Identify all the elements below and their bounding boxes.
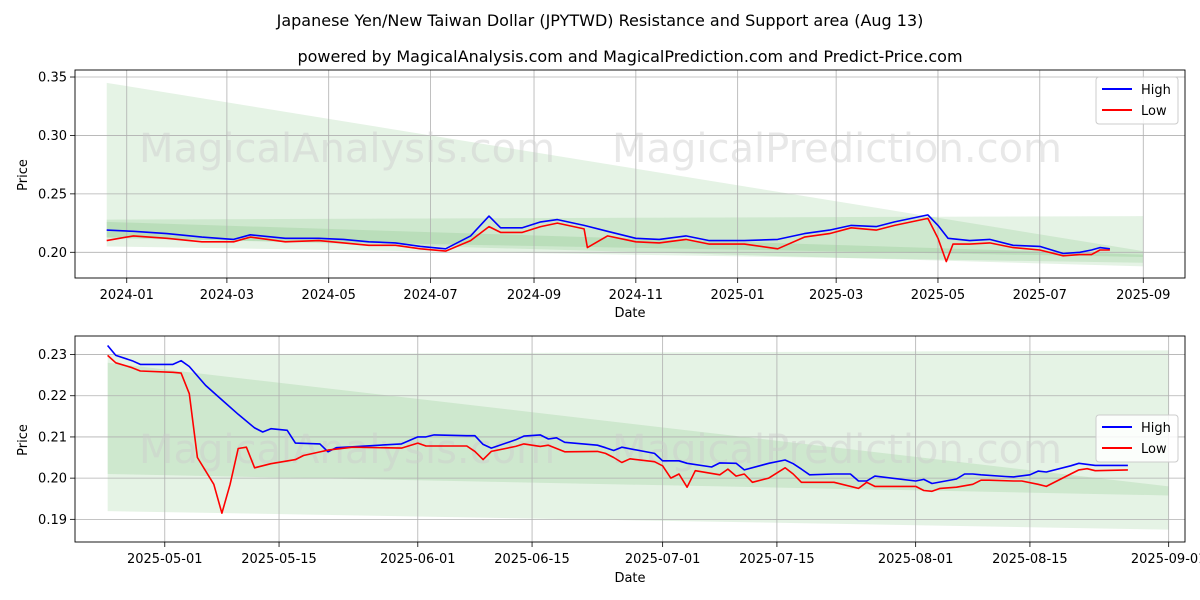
bottom-series-high-line	[106, 344, 1128, 485]
watermark-bottom-left: MagicalAnalysis.com	[139, 427, 555, 473]
bottom-x-tick-label: 2025-09-01	[1131, 552, 1200, 567]
bottom-x-tick-label: 2025-06-15	[494, 552, 570, 567]
bottom-x-tick-label: 2025-08-15	[992, 552, 1068, 567]
bottom-x-tick-label: 2025-08-01	[878, 552, 954, 567]
bottom-y-tick-label: 0.23	[38, 348, 67, 363]
top-y-tick-label: 0.35	[38, 71, 67, 86]
top-x-tick-label: 2025-07	[1013, 288, 1067, 303]
top-x-tick-label: 2025-01	[710, 288, 764, 303]
bottom-x-tick-label: 2025-06-01	[380, 552, 456, 567]
bottom-y-axis-label: Price	[16, 424, 31, 456]
bottom-legend: High Low	[1095, 414, 1179, 463]
bottom-y-tick-label: 0.21	[38, 430, 67, 445]
top-x-tick-label: 2024-03	[200, 288, 254, 303]
watermark-left: MagicalAnalysis.com	[139, 126, 555, 172]
top-axes-frame	[74, 69, 1186, 279]
bottom-x-tick-label: 2025-05-01	[127, 552, 203, 567]
top-x-tick-label: 2024-11	[609, 288, 663, 303]
top-x-tick-label: 2025-03	[809, 288, 863, 303]
top-legend-high-label: High	[1141, 83, 1171, 98]
bottom-band-3	[107, 474, 1169, 530]
top-x-tick-label: 2025-05	[911, 288, 965, 303]
bottom-band-1	[107, 350, 1169, 495]
chart-subtitle: powered by MagicalAnalysis.com and Magic…	[297, 47, 962, 66]
chart-title: Japanese Yen/New Taiwan Dollar (JPYTWD) …	[276, 11, 924, 30]
top-legend: High Low	[1095, 76, 1179, 125]
top-y-tick-label: 0.20	[38, 246, 67, 261]
bottom-series-low-line	[107, 354, 1128, 514]
top-y-tick-label: 0.30	[38, 129, 67, 144]
top-panel: MagicalAnalysis.com MagicalPrediction.co…	[16, 69, 1186, 321]
top-y-tick-label: 0.25	[38, 187, 67, 202]
bottom-y-tick-label: 0.20	[38, 472, 67, 487]
watermark-right: MagicalPrediction.com	[612, 126, 1062, 172]
top-band-2	[106, 216, 1144, 257]
top-x-tick-label: 2025-09	[1116, 288, 1170, 303]
bottom-x-tick-label: 2025-07-01	[625, 552, 701, 567]
top-legend-low-label: Low	[1141, 104, 1167, 119]
top-series-high-line	[106, 214, 1110, 255]
bottom-legend-high-label: High	[1141, 421, 1171, 436]
top-x-tick-label: 2024-05	[302, 288, 356, 303]
bottom-y-tick-label: 0.22	[38, 389, 67, 404]
watermark-bottom-right: MagicalPrediction.com	[612, 427, 1062, 473]
bottom-x-tick-label: 2025-07-15	[739, 552, 815, 567]
bottom-x-tick-label: 2025-05-15	[241, 552, 317, 567]
top-x-axis-label: Date	[614, 306, 645, 321]
top-x-tick-label: 2024-09	[507, 288, 561, 303]
top-x-tick-label: 2024-07	[403, 288, 457, 303]
top-y-axis-label: Price	[16, 159, 31, 191]
bottom-axes-frame	[74, 335, 1186, 543]
bottom-panel: MagicalAnalysis.com MagicalPrediction.co…	[16, 335, 1200, 586]
bottom-x-axis-label: Date	[614, 571, 645, 586]
bottom-legend-low-label: Low	[1141, 442, 1167, 457]
top-band-1	[106, 82, 1144, 267]
bottom-y-tick-label: 0.19	[38, 513, 67, 528]
top-x-tick-label: 2024-01	[100, 288, 154, 303]
top-series-low-line	[106, 217, 1110, 263]
